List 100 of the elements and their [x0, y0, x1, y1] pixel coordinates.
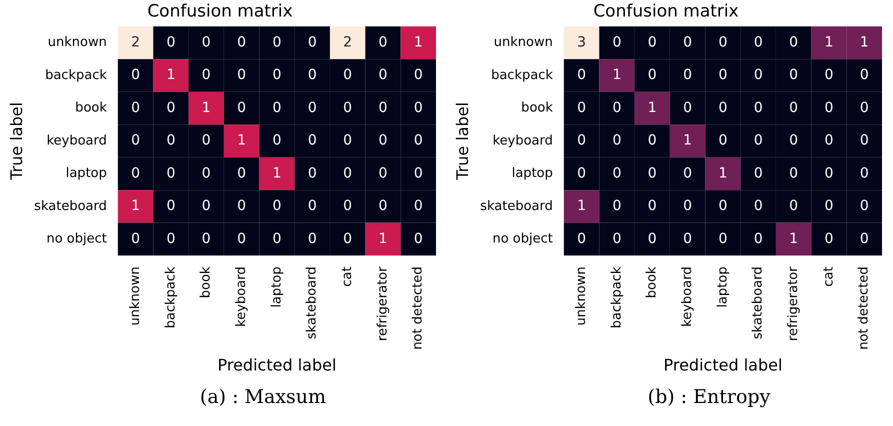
data-label: 0 [648, 132, 657, 149]
data-label: 1 [131, 198, 140, 214]
data-label: 1 [237, 132, 246, 149]
x-tick-label: backpack [609, 266, 624, 328]
x-tick-label: refrigerator [786, 266, 802, 342]
data-label: 0 [612, 100, 622, 116]
data-label: 0 [754, 165, 763, 182]
data-label: 0 [166, 230, 176, 247]
data-label: 0 [577, 165, 586, 182]
text: (b) : Entropy [646, 386, 772, 408]
data-label: 0 [272, 34, 282, 50]
data-label: 0 [789, 100, 798, 116]
y-tick-label: no object [46, 232, 107, 247]
data-label: 0 [166, 198, 176, 214]
data-label: 0 [860, 198, 869, 214]
data-label: 0 [343, 100, 352, 116]
data-label: 0 [648, 198, 657, 214]
data-label: 0 [860, 100, 869, 116]
data-label: 0 [237, 165, 246, 182]
data-label: 0 [202, 34, 211, 50]
x-tick-label: backpack [163, 266, 178, 328]
data-label: 0 [166, 34, 176, 50]
x-tick-label: cat [821, 266, 836, 287]
data-label: 0 [202, 67, 211, 84]
data-label: 0 [343, 230, 352, 247]
y-axis-title: True label [452, 102, 472, 181]
y-tick-label: backpack [45, 68, 108, 83]
chart-title: Confusion matrix [147, 2, 293, 22]
data-label: 0 [824, 165, 834, 182]
x-axis-title: Predicted label [217, 356, 336, 375]
data-label: 0 [131, 67, 140, 84]
data-label: 0 [577, 132, 586, 149]
x-tick-label: not detected [856, 266, 872, 350]
data-label: 0 [272, 230, 282, 247]
y-tick-label: keyboard [492, 133, 553, 148]
data-label: 0 [378, 34, 388, 50]
data-label: 0 [308, 230, 317, 247]
data-label: 0 [824, 198, 834, 214]
data-label: 0 [718, 132, 728, 149]
data-label: 0 [824, 132, 834, 149]
data-label: 0 [308, 34, 317, 50]
data-label: 0 [683, 198, 692, 214]
data-label: 0 [308, 198, 317, 214]
x-tick-label: cat [340, 266, 356, 287]
data-label: 0 [754, 34, 763, 50]
x-tick-label: keyboard [680, 266, 695, 327]
y-tick-label: book [75, 100, 108, 116]
data-label: 0 [754, 67, 763, 84]
data-label: 1 [683, 132, 692, 149]
data-label: 0 [378, 132, 388, 149]
data-label: 0 [343, 165, 352, 182]
data-label: 0 [308, 100, 317, 116]
data-label: 0 [577, 230, 586, 247]
data-label: 0 [577, 100, 586, 116]
data-label: 1 [378, 230, 388, 247]
data-label: 0 [612, 165, 622, 182]
x-axis-title: Predicted label [663, 356, 782, 375]
data-label: 3 [577, 34, 586, 50]
data-label: 0 [824, 67, 834, 84]
data-label: 0 [648, 34, 657, 50]
x-tick-label: skateboard [304, 266, 320, 340]
data-label: 0 [237, 34, 246, 50]
x-tick-label: laptop [269, 266, 284, 308]
data-label: 0 [718, 67, 728, 84]
data-label: 0 [718, 100, 728, 116]
x-tick-label: book [644, 266, 660, 298]
data-label: 0 [272, 67, 282, 84]
x-tick-label: laptop [715, 266, 730, 308]
data-label: 0 [612, 230, 622, 247]
data-label: 1 [860, 34, 869, 50]
text: (a) : Maxsum [198, 386, 328, 408]
data-label: 0 [860, 132, 869, 149]
data-label: 0 [166, 100, 176, 116]
data-label: 0 [754, 132, 763, 149]
data-label: 0 [414, 132, 423, 149]
data-label: 1 [612, 67, 622, 84]
data-label: 0 [754, 100, 763, 116]
y-tick-label: skateboard [480, 198, 553, 214]
data-label: 1 [718, 165, 728, 182]
data-label: 0 [648, 230, 657, 247]
data-label: 0 [166, 165, 176, 182]
data-label: 0 [343, 198, 352, 214]
data-label: 1 [577, 198, 586, 214]
data-label: 0 [612, 132, 622, 149]
data-label: 0 [789, 198, 798, 214]
data-label: 0 [824, 100, 834, 116]
data-label: 0 [308, 132, 317, 149]
x-tick-label: keyboard [234, 266, 249, 327]
data-label: 0 [683, 67, 692, 84]
data-label: 0 [683, 34, 692, 50]
chart-title: Confusion matrix [593, 2, 739, 22]
x-tick-label: skateboard [750, 266, 766, 340]
data-label: 0 [237, 100, 246, 116]
data-label: 0 [166, 132, 176, 149]
data-label: 0 [343, 132, 352, 149]
data-label: 0 [789, 132, 798, 149]
data-label: 0 [237, 230, 246, 247]
data-label: 0 [378, 198, 388, 214]
data-label: 0 [860, 67, 869, 84]
data-label: 0 [202, 132, 211, 149]
